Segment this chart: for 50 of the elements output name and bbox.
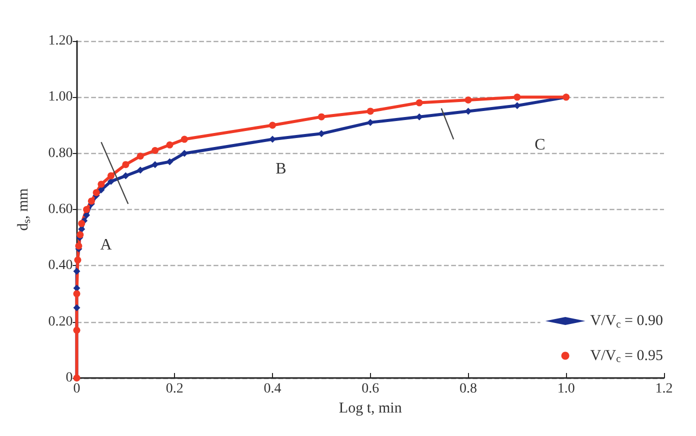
point <box>122 172 130 180</box>
point <box>180 150 188 157</box>
point <box>269 136 276 143</box>
x-tick-label: 0.6 <box>362 382 380 396</box>
point <box>514 94 521 101</box>
point <box>83 212 90 219</box>
annotation: B <box>276 160 286 178</box>
point <box>136 166 144 174</box>
annotation: C <box>534 136 546 154</box>
point <box>73 290 80 298</box>
y-axis-title: ds, mm <box>16 188 33 231</box>
x-tick-label: 0.4 <box>264 382 282 396</box>
point <box>318 113 325 120</box>
point <box>416 113 423 120</box>
point <box>75 242 82 250</box>
point <box>166 158 174 166</box>
y-tick-label: 1.20 <box>48 34 73 48</box>
point <box>269 122 276 129</box>
y-tick-label: 0.40 <box>48 258 73 274</box>
x-axis-title: Log t, min <box>338 400 402 416</box>
y-tick-label: 0 <box>66 370 73 386</box>
point <box>180 136 188 143</box>
point <box>73 268 80 275</box>
annotation: A <box>100 236 112 254</box>
x-tick-label: 0.8 <box>460 382 477 396</box>
point <box>88 198 95 205</box>
point <box>92 189 100 196</box>
y-tick-label: 0.20 <box>48 314 73 330</box>
point <box>108 172 115 180</box>
x-tick-label: 1.0 <box>557 382 575 396</box>
point <box>514 102 521 110</box>
point <box>83 206 90 213</box>
x-tick-label: 0.2 <box>166 382 184 396</box>
y-tick-label: 0.80 <box>48 146 73 161</box>
point <box>122 161 130 168</box>
point <box>464 96 472 104</box>
point <box>166 141 174 148</box>
point <box>366 118 374 126</box>
point <box>136 152 144 160</box>
point <box>366 108 374 115</box>
point <box>73 304 80 312</box>
point <box>152 147 159 154</box>
y-tick-label: 0.60 <box>48 202 73 217</box>
y-tick-label: 1.00 <box>48 90 73 105</box>
point <box>76 231 84 238</box>
point <box>416 99 423 106</box>
x-tick-label: 1.2 <box>655 382 673 396</box>
point <box>152 161 159 168</box>
point <box>98 180 105 188</box>
point <box>78 220 86 228</box>
